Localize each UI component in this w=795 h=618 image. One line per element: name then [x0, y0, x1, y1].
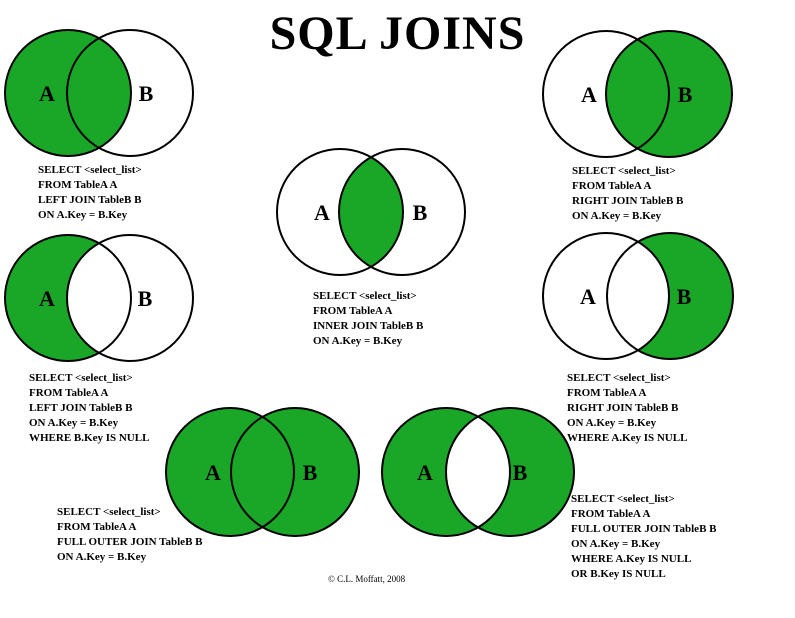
sql-line: WHERE A.Key IS NULL — [571, 553, 692, 565]
sql-line: FROM TableA A — [313, 305, 393, 317]
sql-line: ON A.Key = B.Key — [29, 417, 119, 429]
set-a-label: A — [314, 200, 330, 225]
intersection-region — [446, 408, 510, 536]
set-b-label: B — [303, 460, 318, 485]
sql-line: RIGHT JOIN TableB B — [572, 195, 684, 207]
set-b-label: B — [413, 200, 428, 225]
right-join-exclusive-sql: SELECT <select_list> FROM TableA A RIGHT J… — [567, 371, 687, 446]
circle-a-outline — [381, 407, 511, 537]
sql-line: ON A.Key = B.Key — [313, 335, 403, 347]
sql-line: FULL OUTER JOIN TableB B — [571, 523, 717, 535]
sql-line: RIGHT JOIN TableB B — [567, 402, 679, 414]
set-a-label: A — [580, 284, 596, 309]
sql-line: LEFT JOIN TableB B — [38, 194, 142, 206]
circle-b-outline — [445, 407, 575, 537]
circle-a-outline — [4, 29, 132, 157]
sql-line: FROM TableA A — [572, 180, 652, 192]
sql-line: SELECT <select_list> — [567, 372, 671, 384]
circle-b-outline — [66, 234, 194, 362]
sql-line: SELECT <select_list> — [29, 372, 133, 384]
sql-line: ON A.Key = B.Key — [572, 210, 662, 222]
set-a-label: A — [417, 460, 433, 485]
circle-a-outline — [4, 234, 132, 362]
sql-line: FULL OUTER JOIN TableB B — [57, 536, 203, 548]
page-title: SQL JOINS — [269, 7, 526, 60]
sql-line: ON A.Key = B.Key — [567, 417, 657, 429]
sql-line: WHERE A.Key IS NULL — [567, 432, 688, 444]
circle-a-outline — [276, 148, 404, 276]
sql-line: FROM TableA A — [38, 179, 118, 191]
copyright-credit: © C.L. Moffatt, 2008 — [328, 574, 406, 584]
sql-line: FROM TableA A — [571, 508, 651, 520]
sql-line: ON A.Key = B.Key — [571, 538, 661, 550]
sql-line: FROM TableA A — [567, 387, 647, 399]
full-outer-join-sql: SELECT <select_list> FROM TableA A FULL OU… — [57, 505, 203, 565]
sql-line: ON A.Key = B.Key — [38, 209, 128, 221]
circle-b-outline — [338, 148, 466, 276]
set-b-label: B — [139, 81, 154, 106]
set-b-label: B — [677, 284, 692, 309]
left-join-exclusive-sql: SELECT <select_list> FROM TableA A LEFT JO… — [29, 371, 149, 446]
set-b-label: B — [513, 460, 528, 485]
sql-line: LEFT JOIN TableB B — [29, 402, 133, 414]
circle-a-outline — [542, 232, 670, 360]
inner-join-sql: SELECT <select_list> FROM TableA A INNER J… — [313, 289, 423, 349]
circle-b-outline — [230, 407, 360, 537]
set-a-label: A — [581, 82, 597, 107]
sql-line: INNER JOIN TableB B — [313, 320, 424, 332]
sql-line: SELECT <select_list> — [38, 164, 142, 176]
set-b-label: B — [678, 82, 693, 107]
sql-line: FROM TableA A — [29, 387, 109, 399]
sql-line: SELECT <select_list> — [571, 493, 675, 505]
right-join-sql: SELECT <select_list> FROM TableA A RIGHT J… — [572, 164, 683, 224]
set-a-label: A — [39, 81, 55, 106]
circle-a-outline — [165, 407, 295, 537]
sql-line: ON A.Key = B.Key — [57, 551, 147, 563]
circle-a-outline — [542, 30, 670, 158]
left-join-sql: SELECT <select_list> FROM TableA A LEFT JO… — [38, 163, 142, 223]
circle-b-outline — [605, 30, 733, 158]
sql-line: SELECT <select_list> — [57, 506, 161, 518]
circle-b-outline — [66, 29, 194, 157]
sql-line: OR B.Key IS NULL — [571, 568, 666, 580]
intersection-region — [607, 233, 669, 359]
sql-line: SELECT <select_list> — [313, 290, 417, 302]
set-a-label: A — [205, 460, 221, 485]
set-b-label: B — [138, 286, 153, 311]
circle-b-outline — [606, 232, 734, 360]
full-outer-join-exclusive-sql: SELECT <select_list> FROM TableA A FULL OU… — [571, 492, 717, 582]
set-a-label: A — [39, 286, 55, 311]
sql-line: WHERE B.Key IS NULL — [29, 432, 150, 444]
sql-line: FROM TableA A — [57, 521, 137, 533]
sql-line: SELECT <select_list> — [572, 165, 676, 177]
